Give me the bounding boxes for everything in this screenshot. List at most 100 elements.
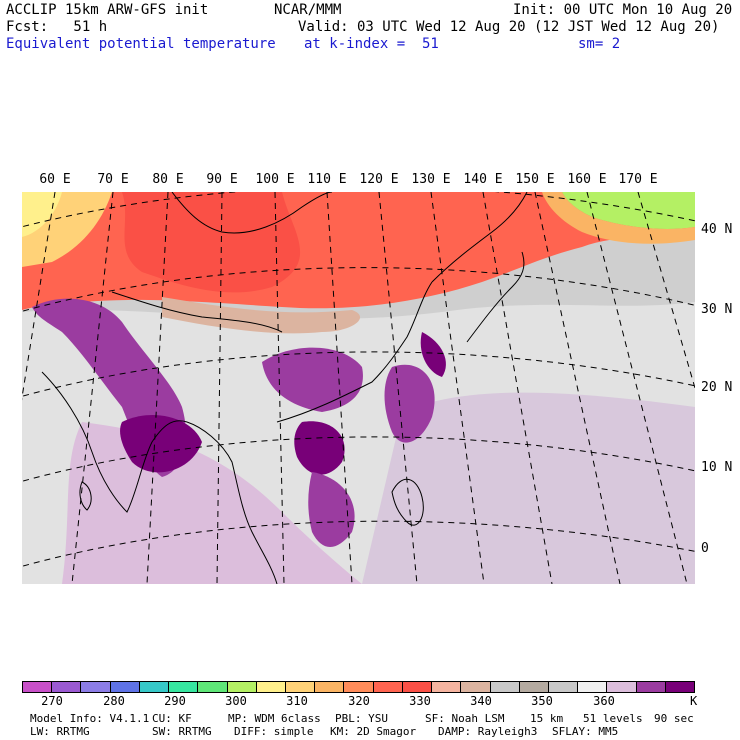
west-pale-yellow [22,192,62,237]
japan-coast [466,251,525,343]
model-info-timestep: 90 sec [654,712,694,725]
maritime-convection [308,472,355,547]
colorbar-swatch-2 [81,682,111,692]
lon-label-160e: 160 E [567,172,607,187]
colorbar-swatch-4 [139,682,170,692]
model-info-levels: 51 levels [583,712,643,725]
meridian-170e [637,192,695,390]
model-info-version: Model Info: V4.1.1 [30,712,150,725]
colorbar-swatch-17 [519,682,549,692]
parallel-0 [22,520,695,567]
colorbar-swatch-8 [256,682,286,692]
map-svg [22,192,695,584]
colorbar-tick-350: 350 [531,694,553,708]
philippine-sea-convection [384,364,435,443]
northeast-orange-edge [542,192,695,244]
colorbar [22,681,695,693]
map-panel [22,192,695,584]
colorbar-swatch-13 [402,682,433,692]
lon-label-80e: 80 E [152,172,184,187]
lat-label-30n: 30 N [701,302,733,317]
lon-label-90e: 90 E [206,172,238,187]
colorbar-swatch-15 [461,682,491,692]
lat-label-20n: 20 N [701,380,733,395]
parallel-30n [22,267,695,312]
colorbar-swatch-16 [490,682,520,692]
lon-label-110e: 110 E [307,172,347,187]
colorbar-swatch-3 [110,682,140,692]
colorbar-swatch-19 [578,682,608,692]
colorbar-tick-280: 280 [103,694,125,708]
model-info-diff: DIFF: simple [234,725,314,738]
colorbar-swatch-10 [315,682,345,692]
colorbar-swatch-0 [23,682,53,692]
model-info-km: KM: 2D Smagor [330,725,417,738]
init-time: Init: 00 UTC Mon 10 Aug 20 [513,2,733,18]
model-info-resolution: 15 km [530,712,564,725]
model-title: ACCLIP 15km ARW-GFS init [6,2,209,18]
bay-of-bengal-core [120,414,202,473]
tibet-tan-band [162,297,361,334]
valid-time: Valid: 03 UTC Wed 12 Aug 20 (12 JST Wed … [298,19,720,35]
colorbar-swatch-14 [432,682,462,692]
south-china-sea-core [294,421,345,475]
mongolia-border [171,192,333,234]
meridian-140e [482,192,553,584]
organization: NCAR/MMM [274,2,342,18]
model-info-cu: CU: KF [152,712,192,725]
parallel-40n [22,192,695,228]
colorbar-tick-270: 270 [41,694,63,708]
pacific-light-violet [362,392,695,584]
graticule [22,192,695,584]
lon-label-130e: 130 E [411,172,451,187]
model-info-sw: SW: RRTMG [152,725,212,738]
colorbar-tick-290: 290 [164,694,186,708]
south-china-convection [262,347,363,412]
colorbar-swatch-12 [373,682,403,692]
lon-label-150e: 150 E [515,172,555,187]
lon-label-140e: 140 E [463,172,503,187]
colorbar-swatch-20 [607,682,637,692]
meridian-60e [22,192,56,401]
colorbar-tick-330: 330 [409,694,431,708]
colorbar-swatch-1 [52,682,82,692]
sri-lanka-coast [79,481,92,511]
colorbar-swatch-18 [548,682,579,692]
lon-label-120e: 120 E [359,172,399,187]
lon-label-70e: 70 E [97,172,129,187]
model-info-sf: SF: Noah LSM [425,712,505,725]
china-coast [276,281,433,423]
meridian-160e [586,192,688,584]
model-info-pbl: PBL: YSU [335,712,388,725]
colorbar-unit: K [690,694,698,708]
colorbar-swatch-11 [344,682,374,692]
model-info-mp: MP: WDM 6class [228,712,321,725]
field-name: Equivalent potential temperature [6,36,276,52]
colorbar-swatch-5 [169,682,199,692]
lon-label-170e: 170 E [618,172,658,187]
colorbar-swatch-6 [198,682,228,692]
lat-label-0: 0 [701,541,709,556]
coastlines [41,192,528,584]
lon-label-100e: 100 E [255,172,295,187]
smoothing: sm= 2 [578,36,621,52]
forecast-hour: Fcst: 51 h [6,19,108,35]
northeast-green-band [562,192,695,229]
lat-label-40n: 40 N [701,222,733,237]
colorbar-swatch-22 [665,682,695,692]
colorbar-tick-360: 360 [593,694,615,708]
korea-manchuria-coast [431,192,528,283]
indochina-coast [186,421,278,584]
model-info-damp: DAMP: Rayleigh3 [438,725,538,738]
model-info-sflay: SFLAY: MM5 [552,725,619,738]
model-info-lw: LW: RRTMG [30,725,90,738]
himalaya-border [111,291,283,333]
philippines-coast [391,479,424,526]
colorbar-swatch-21 [636,682,666,692]
parallel-20n [22,351,695,397]
lon-label-60e: 60 E [39,172,71,187]
colorbar-tick-340: 340 [470,694,492,708]
india-coast [41,371,188,513]
colorbar-swatch-7 [227,682,257,692]
colorbar-swatch-9 [285,682,316,692]
